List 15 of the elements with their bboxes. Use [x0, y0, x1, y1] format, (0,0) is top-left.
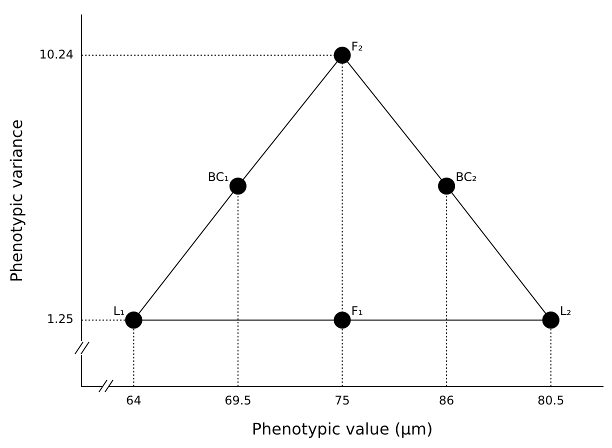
annotation: BC₁ — [208, 170, 230, 184]
annotation: L₁ — [113, 304, 125, 318]
x-tick-label: 86 — [438, 394, 454, 408]
x-tick-label: 64 — [126, 394, 142, 408]
annotation: F₂ — [351, 39, 364, 54]
x-tick-label: 80.5 — [537, 394, 564, 408]
x-axis-title: Phenotypic value (µm) — [252, 420, 433, 439]
annotation: BC₂ — [456, 170, 477, 184]
y-tick-label: 10.24 — [39, 47, 74, 62]
y-axis-title: Phenotypic variance — [6, 119, 26, 282]
annotation: F₁ — [351, 304, 364, 318]
y-tick-label: 1.25 — [46, 312, 74, 326]
x-tick-label: 75 — [334, 394, 350, 408]
x-tick-label: 69.5 — [224, 394, 252, 408]
annotation: L₂ — [560, 304, 572, 318]
